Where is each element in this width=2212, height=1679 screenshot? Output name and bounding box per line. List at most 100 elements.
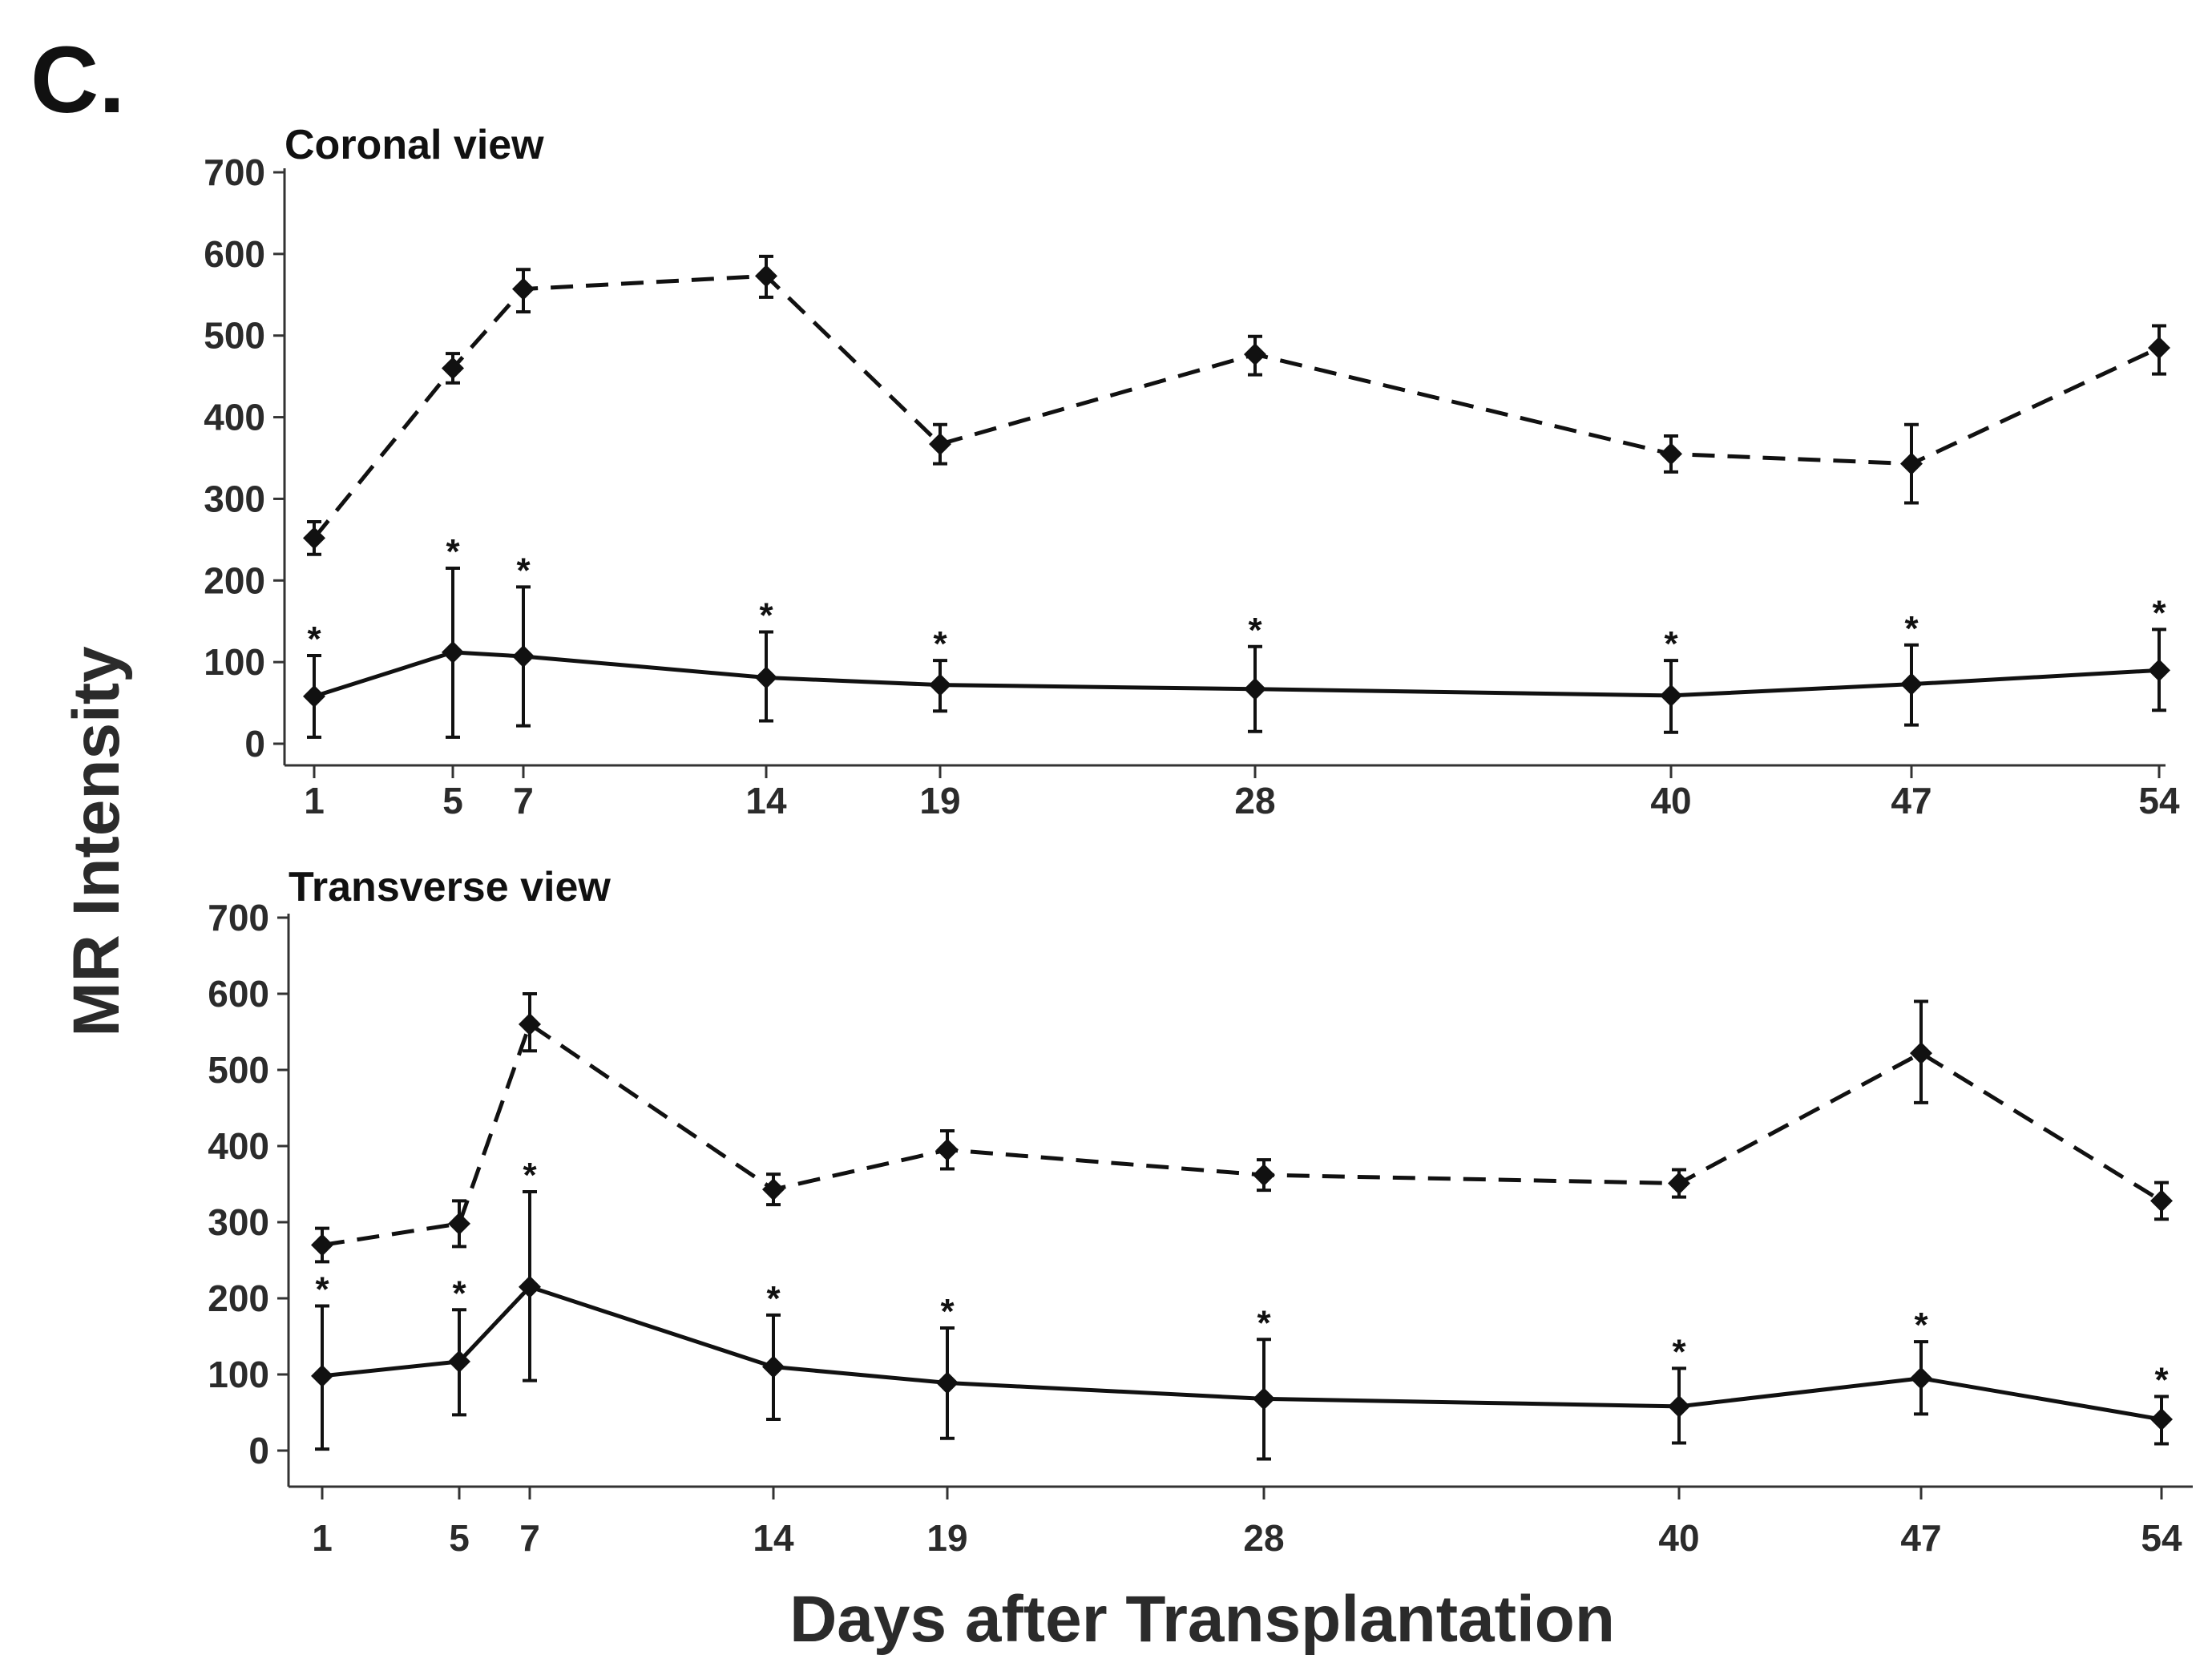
data-point xyxy=(303,527,325,550)
series-dashed xyxy=(303,254,2170,556)
chart-panel-2: Transverse view 0 100 200 300 400 500 600 700 1 5 7… xyxy=(208,864,2193,1559)
data-point xyxy=(2148,659,2170,682)
x-tick-label: 14 xyxy=(753,1517,794,1559)
significance-marker: * xyxy=(759,595,773,635)
x-tick-label: 40 xyxy=(1650,780,1691,821)
x-tick-label: 40 xyxy=(1658,1517,1699,1559)
y-tick-label: 500 xyxy=(208,1049,269,1091)
series-line-dashed xyxy=(313,273,2161,539)
data-point xyxy=(1253,1164,1275,1187)
significance-marker: * xyxy=(307,620,321,659)
significance-marker: * xyxy=(940,1292,955,1331)
data-point xyxy=(311,1233,333,1257)
significance-marker: * xyxy=(766,1279,781,1318)
x-tick-label: 7 xyxy=(519,1517,540,1559)
data-point xyxy=(929,433,951,456)
significance-marker: * xyxy=(2154,1361,2169,1400)
x-tick-label: 19 xyxy=(919,780,960,821)
significance-marker: * xyxy=(446,532,460,571)
data-point xyxy=(448,1212,470,1235)
data-point xyxy=(1244,343,1266,366)
chart-panel-1: Coronal view 0 100 200 300 400 500 600 700 1 5 7 14 1… xyxy=(204,122,2180,821)
x-tick-label: 1 xyxy=(312,1517,333,1559)
x-axis-title: Days after Transplantation xyxy=(789,1583,1615,1656)
y-tick-label: 100 xyxy=(208,1354,269,1395)
y-tick-label: 400 xyxy=(204,397,265,438)
x-tick-label: 5 xyxy=(442,780,463,821)
data-point xyxy=(936,1138,959,1161)
significance-marker: * xyxy=(1257,1303,1271,1342)
y-tick-label: 0 xyxy=(248,1430,269,1471)
data-point xyxy=(936,1371,959,1394)
data-point xyxy=(755,264,777,288)
data-point xyxy=(755,666,777,689)
data-point xyxy=(519,1275,541,1298)
y-tick-label: 600 xyxy=(204,233,265,275)
y-tick-label: 200 xyxy=(204,559,265,601)
significance-marker: * xyxy=(2152,593,2166,632)
significance-marker: * xyxy=(516,551,531,590)
data-point xyxy=(311,1364,333,1387)
panel-title: Transverse view xyxy=(289,864,611,910)
data-point xyxy=(762,1178,785,1201)
x-tick-label: 47 xyxy=(1900,1517,1941,1559)
x-tick-label: 5 xyxy=(449,1517,470,1559)
data-point xyxy=(442,640,464,664)
data-point xyxy=(303,684,325,708)
data-point xyxy=(1910,1366,1932,1390)
significance-marker: * xyxy=(1904,609,1919,648)
data-point xyxy=(2150,1408,2173,1431)
x-tick-label: 47 xyxy=(1891,780,1931,821)
data-point xyxy=(1253,1387,1275,1411)
data-point xyxy=(1900,452,1923,475)
panel-title: Coronal view xyxy=(285,122,544,168)
significance-marker: * xyxy=(1672,1332,1686,1371)
data-point xyxy=(1668,1394,1690,1418)
data-point xyxy=(762,1355,785,1378)
data-point xyxy=(1244,677,1266,700)
data-point xyxy=(448,1350,470,1373)
x-tick-label: 28 xyxy=(1234,780,1275,821)
significance-marker: * xyxy=(1664,624,1678,664)
series-line-dashed xyxy=(321,1022,2163,1247)
data-point xyxy=(519,1013,541,1035)
x-tick-label: 7 xyxy=(513,780,534,821)
y-tick-label: 500 xyxy=(204,315,265,357)
series-dashed xyxy=(311,992,2173,1264)
x-tick-label: 19 xyxy=(926,1517,967,1559)
series-line-solid xyxy=(313,650,2160,699)
y-tick-label: 0 xyxy=(244,723,265,765)
y-tick-label: 700 xyxy=(208,897,269,938)
x-tick-label: 54 xyxy=(2141,1517,2182,1559)
panel-label: C. xyxy=(30,27,125,133)
data-point xyxy=(512,277,535,301)
series-solid: * * * * * * * * * xyxy=(311,1156,2173,1461)
significance-marker: * xyxy=(1248,611,1262,650)
y-tick-label: 100 xyxy=(204,641,265,683)
data-point xyxy=(1910,1042,1932,1065)
y-tick-label: 200 xyxy=(208,1277,269,1319)
series-solid: * * * * * * * * * xyxy=(303,532,2170,739)
y-tick-label: 300 xyxy=(204,478,265,519)
data-point xyxy=(1660,442,1682,466)
y-axis-title: MR Intensity xyxy=(60,646,133,1037)
y-tick-label: 700 xyxy=(204,151,265,193)
data-point xyxy=(1900,672,1923,696)
x-tick-label: 28 xyxy=(1243,1517,1284,1559)
x-tick-label: 1 xyxy=(304,780,325,821)
series-line-solid xyxy=(321,1285,2162,1422)
significance-marker: * xyxy=(1914,1306,1928,1345)
significance-marker: * xyxy=(452,1273,466,1313)
y-tick-label: 300 xyxy=(208,1201,269,1243)
data-point xyxy=(512,645,535,668)
y-tick-label: 400 xyxy=(208,1125,269,1167)
data-point xyxy=(1668,1172,1690,1195)
data-point xyxy=(2148,336,2170,359)
data-point xyxy=(442,357,464,380)
x-tick-label: 14 xyxy=(745,780,787,821)
data-point xyxy=(1660,684,1682,707)
y-tick-label: 600 xyxy=(208,973,269,1015)
significance-marker: * xyxy=(315,1270,329,1310)
